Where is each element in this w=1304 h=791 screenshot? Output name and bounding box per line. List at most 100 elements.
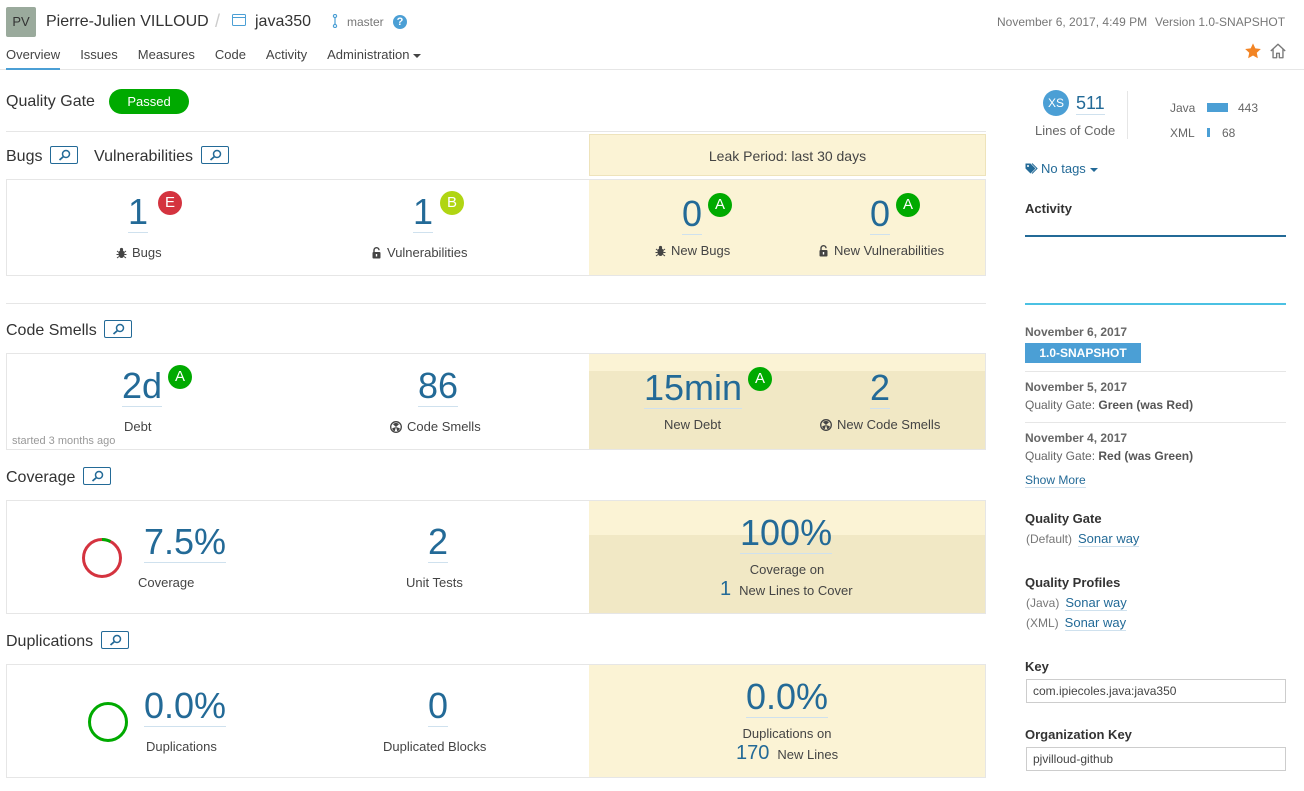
- event-description: Quality Gate: Red (was Green): [1025, 449, 1193, 463]
- new-code-smells-label: New Code Smells: [820, 417, 940, 432]
- coverage-section-title: Coverage: [6, 469, 76, 486]
- new-bugs-label: New Bugs: [655, 243, 730, 258]
- chevron-down-icon: [1089, 167, 1098, 172]
- debt-started-note: started 3 months ago: [12, 435, 116, 447]
- unit-tests-value[interactable]: 2: [428, 521, 449, 563]
- duplicated-blocks-value[interactable]: 0: [428, 685, 449, 727]
- new-coverage-label: Coverage on: [749, 562, 825, 577]
- lock-icon: [819, 245, 828, 257]
- new-bugs-value[interactable]: 0: [682, 193, 703, 235]
- show-more-link[interactable]: Show More: [1025, 473, 1086, 488]
- debt-value[interactable]: 2d: [122, 365, 163, 407]
- project-key-field[interactable]: [1026, 679, 1286, 703]
- coverage-leak-highlight: [589, 535, 985, 613]
- activity-graph-line: [1025, 303, 1286, 305]
- lines-of-code-value[interactable]: 511: [1076, 93, 1105, 115]
- new-lines-value[interactable]: 170: [736, 742, 770, 764]
- new-code-smells-value[interactable]: 2: [870, 367, 891, 409]
- favorite-star-icon[interactable]: [1244, 42, 1262, 60]
- project-icon: [232, 14, 246, 26]
- debt-rating[interactable]: A: [168, 365, 192, 389]
- code-smells-leak-highlight: [589, 371, 985, 449]
- quality-gate-link[interactable]: Sonar way: [1078, 531, 1140, 547]
- duplicated-blocks-label: Duplicated Blocks: [383, 739, 487, 754]
- coverage-label: Coverage: [138, 575, 195, 590]
- quality-gate-label: Quality Gate: [6, 93, 95, 110]
- language-lines: 443: [1238, 101, 1259, 115]
- bugs-value[interactable]: 1: [128, 191, 149, 233]
- event-prefix: Quality Gate:: [1025, 449, 1096, 463]
- new-lines-to-cover-value[interactable]: 1: [720, 578, 732, 600]
- tab-code[interactable]: Code: [214, 47, 246, 62]
- organization-key-field[interactable]: [1026, 747, 1286, 771]
- new-bugs-rating[interactable]: A: [708, 193, 732, 217]
- home-icon[interactable]: [1269, 42, 1287, 60]
- search-icon: [91, 470, 104, 482]
- debt-label: Debt: [124, 419, 152, 434]
- vulnerabilities-rating[interactable]: B: [440, 191, 464, 215]
- branch-name[interactable]: master: [347, 15, 384, 29]
- new-bugs-label-text: New Bugs: [671, 243, 731, 258]
- code-smells-label: Code Smells: [390, 419, 481, 434]
- vulnerabilities-drilldown-button[interactable]: [201, 146, 229, 164]
- section-divider: [6, 303, 986, 304]
- tab-administration[interactable]: Administration: [327, 47, 422, 70]
- language-name: XML: [1170, 126, 1195, 140]
- vulnerabilities-value[interactable]: 1: [413, 191, 434, 233]
- bugs-drilldown-button[interactable]: [50, 146, 78, 164]
- code-smells-drilldown-button[interactable]: [104, 320, 132, 338]
- lines-of-code-label: Lines of Code: [1035, 123, 1116, 138]
- help-icon[interactable]: ?: [393, 15, 407, 29]
- code-smells-label-text: Code Smells: [407, 419, 481, 434]
- tab-administration-label: Administration: [327, 47, 410, 62]
- bugs-leak-area: [589, 180, 985, 275]
- new-vulnerabilities-label-text: New Vulnerabilities: [834, 243, 945, 258]
- search-icon: [58, 149, 71, 161]
- new-vulnerabilities-value[interactable]: 0: [870, 193, 891, 235]
- activity-title: Activity: [1025, 201, 1072, 216]
- duplications-drilldown-button[interactable]: [101, 631, 129, 649]
- new-debt-rating[interactable]: A: [748, 367, 772, 391]
- unit-tests-label: Unit Tests: [406, 575, 463, 590]
- quality-profile-link[interactable]: Sonar way: [1065, 595, 1127, 611]
- organization-name[interactable]: Pierre-Julien VILLOUD: [46, 13, 209, 30]
- chevron-down-icon: [413, 53, 422, 58]
- lock-icon: [372, 247, 381, 259]
- duplications-value[interactable]: 0.0%: [144, 685, 227, 727]
- bugs-label: Bugs: [116, 245, 162, 260]
- new-coverage-value[interactable]: 100%: [740, 512, 833, 554]
- code-smell-icon: [390, 421, 402, 433]
- bugs-section-title: Bugs: [6, 148, 43, 165]
- new-vulnerabilities-rating[interactable]: A: [896, 193, 920, 217]
- event-version-badge: 1.0-SNAPSHOT: [1025, 343, 1141, 363]
- quality-profile-row: (XML) Sonar way: [1026, 615, 1127, 631]
- tab-measures[interactable]: Measures: [137, 47, 195, 62]
- tab-issues[interactable]: Issues: [80, 47, 118, 62]
- code-smells-value[interactable]: 86: [418, 365, 459, 407]
- bugs-rating[interactable]: E: [158, 191, 182, 215]
- organization-key-title: Organization Key: [1025, 727, 1132, 742]
- event-date: November 6, 2017: [1025, 325, 1128, 339]
- section-divider: [6, 131, 986, 132]
- new-lines-to-cover: 1 New Lines to Cover: [720, 578, 853, 601]
- analysis-date: November 6, 2017, 4:49 PM: [997, 15, 1148, 29]
- tab-activity[interactable]: Activity: [265, 47, 308, 62]
- event-date: November 4, 2017: [1025, 431, 1128, 445]
- event-divider: [1025, 371, 1286, 372]
- new-lines-to-cover-label: New Lines to Cover: [739, 583, 853, 598]
- quality-gate-row: (Default) Sonar way: [1026, 531, 1140, 547]
- new-duplications-value[interactable]: 0.0%: [746, 676, 829, 718]
- new-lines-label: New Lines: [777, 747, 839, 762]
- tags-dropdown[interactable]: No tags: [1025, 161, 1098, 176]
- quality-profile-link[interactable]: Sonar way: [1064, 615, 1127, 631]
- activity-graph-line: [1025, 235, 1286, 237]
- tab-overview[interactable]: Overview: [6, 47, 61, 70]
- coverage-drilldown-button[interactable]: [83, 467, 111, 485]
- project-version: Version 1.0-SNAPSHOT: [1155, 15, 1286, 29]
- project-name[interactable]: java350: [255, 13, 312, 30]
- event-prefix: Quality Gate:: [1025, 398, 1096, 412]
- duplications-section-title: Duplications: [6, 633, 94, 650]
- new-debt-value[interactable]: 15min: [644, 367, 743, 409]
- organization-avatar[interactable]: PV: [6, 7, 36, 37]
- coverage-value[interactable]: 7.5%: [144, 521, 227, 563]
